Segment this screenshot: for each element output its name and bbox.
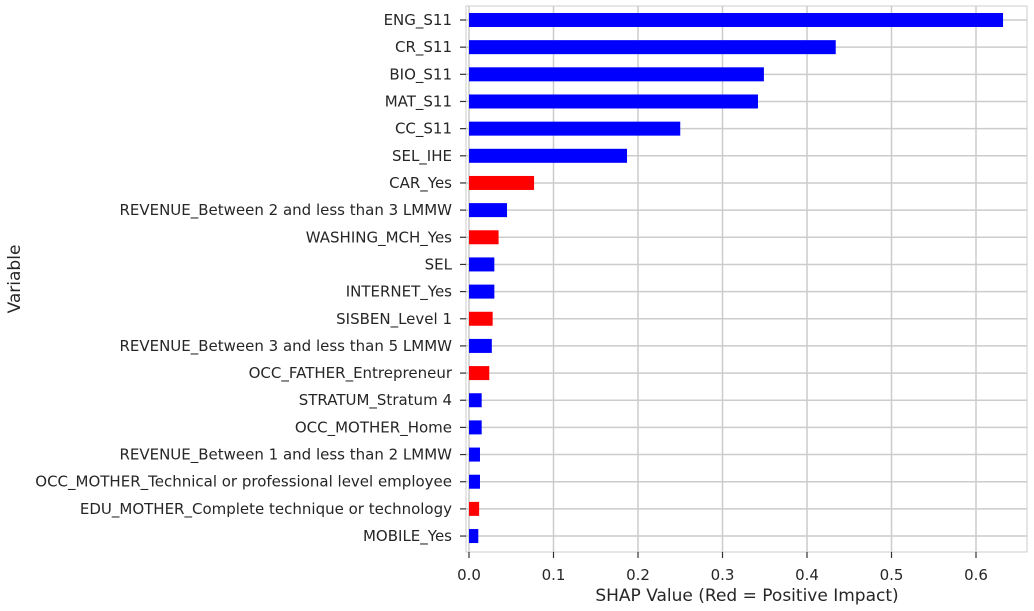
y-tick-label: SEL xyxy=(425,255,453,273)
y-tick-label: EDU_MOTHER_Complete technique or technol… xyxy=(80,500,452,519)
x-axis-label: SHAP Value (Red = Positive Impact) xyxy=(595,586,898,606)
bar-occ-mother-home xyxy=(469,420,482,435)
bar-washing-mch-yes xyxy=(469,230,499,245)
bars xyxy=(469,13,1004,544)
y-tick-label: REVENUE_Between 1 and less than 2 LMMW xyxy=(119,446,452,465)
y-tick-label: STRATUM_Stratum 4 xyxy=(299,391,452,410)
y-tick-label: BIO_S11 xyxy=(389,65,452,84)
bar-sel-ihe xyxy=(469,148,628,163)
y-tick-label: CC_S11 xyxy=(395,120,452,139)
y-tick-label: SEL_IHE xyxy=(392,147,452,166)
bar-mobile-yes xyxy=(469,529,479,544)
y-tick-label: OCC_MOTHER_Home xyxy=(295,418,452,437)
y-tick-label: ENG_S11 xyxy=(384,11,452,30)
bar-stratum-stratum-4 xyxy=(469,393,482,408)
x-tick-label: 0.3 xyxy=(711,566,735,584)
x-tick-label: 0.2 xyxy=(626,566,650,584)
y-tick-labels: ENG_S11 CR_S11 BIO_S11 MAT_S11 CC_S11 SEL_IHE… xyxy=(35,11,453,546)
gridlines xyxy=(460,6,1027,558)
bar-internet-yes xyxy=(469,284,495,299)
bar-occ-father-entrepreneur xyxy=(469,366,490,381)
y-tick-label: OCC_FATHER_Entrepreneur xyxy=(249,364,453,383)
bar-eng-s11 xyxy=(469,13,1004,27)
bar-cc-s11 xyxy=(469,121,681,136)
y-tick-label: INTERNET_Yes xyxy=(346,283,452,302)
y-tick-label: CR_S11 xyxy=(395,38,452,57)
y-tick-label: CAR_Yes xyxy=(389,174,452,193)
bar-revenue-between-3-and-less-than-5-lmmw xyxy=(469,338,492,353)
x-tick-label: 0.1 xyxy=(542,566,566,584)
bar-cr-s11 xyxy=(469,40,836,55)
plot-area xyxy=(465,5,1028,553)
y-tick-label: SISBEN_Level 1 xyxy=(336,310,452,329)
y-axis-label: Variable xyxy=(5,245,25,314)
y-tick-label: MAT_S11 xyxy=(385,92,452,111)
bar-sel xyxy=(469,257,495,272)
x-tick-label: 0.4 xyxy=(795,566,819,584)
bar-bio-s11 xyxy=(469,67,764,82)
bar-mat-s11 xyxy=(469,94,758,109)
x-tick-labels: 0.0 0.1 0.2 0.3 0.4 0.5 0.6 xyxy=(457,566,988,584)
y-tick-label: MOBILE_Yes xyxy=(363,527,452,546)
bar-edu-mother-complete-technique-or-technology xyxy=(469,501,480,516)
bar-sisben-level-1 xyxy=(469,311,493,326)
bar-revenue-between-2-and-less-than-3-lmmw xyxy=(469,203,508,218)
x-tick-label: 0.6 xyxy=(964,566,988,584)
y-tick-label: OCC_MOTHER_Technical or professional lev… xyxy=(35,473,452,492)
bar-occ-mother-technical-or-professional-level-employee xyxy=(469,474,480,489)
y-tick-label: WASHING_MCH_Yes xyxy=(306,228,452,247)
x-tick-label: 0.5 xyxy=(880,566,904,584)
y-tick-label: REVENUE_Between 2 and less than 3 LMMW xyxy=(119,201,452,220)
x-tick-label: 0.0 xyxy=(457,566,481,584)
bar-car-yes xyxy=(469,175,535,190)
bar-revenue-between-1-and-less-than-2-lmmw xyxy=(469,447,480,462)
y-tick-label: REVENUE_Between 3 and less than 5 LMMW xyxy=(119,337,452,356)
